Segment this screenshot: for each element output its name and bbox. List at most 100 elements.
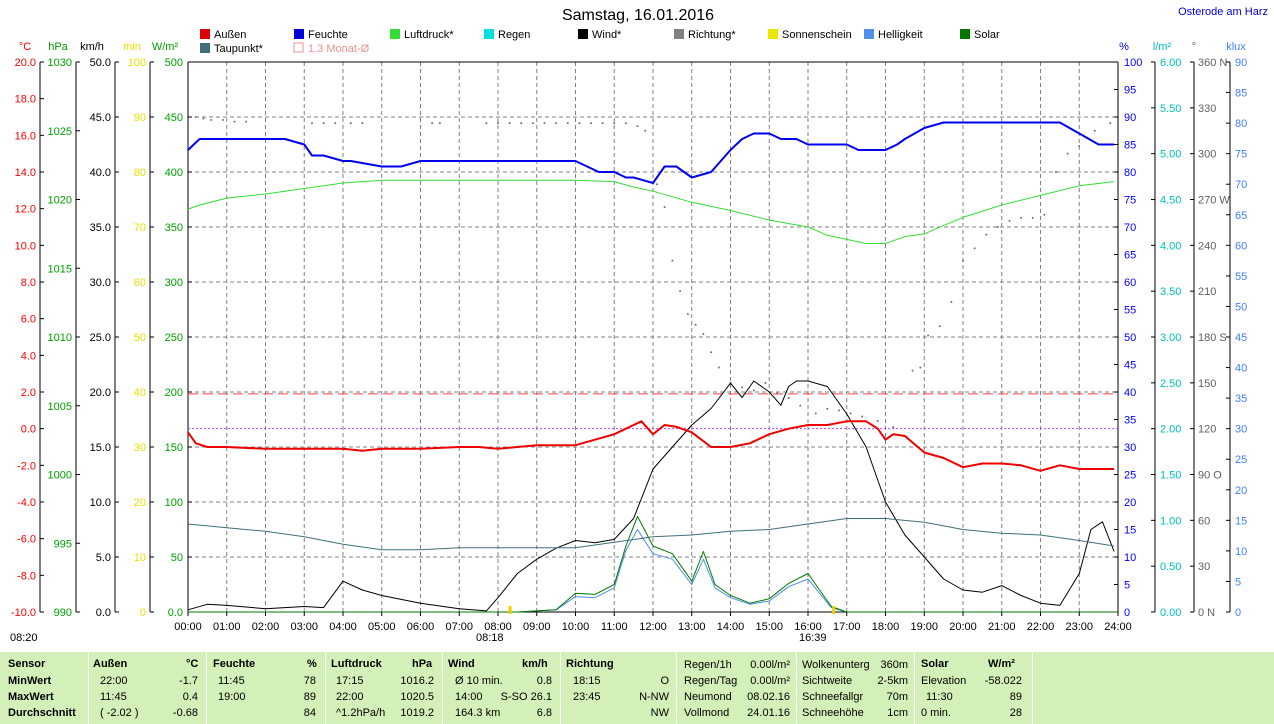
- legend-label: Wind*: [592, 29, 622, 41]
- x-axis-tick-label: 00:00: [174, 621, 202, 633]
- direction-point: [717, 366, 720, 369]
- stats-cell: 14:00: [455, 691, 483, 703]
- x-axis-tick-label: 02:00: [252, 621, 280, 633]
- x-axis-tick-label: 03:00: [290, 621, 318, 633]
- axis-unit-temp: °C: [19, 41, 31, 53]
- x-axis-tick-label: 17:00: [833, 621, 861, 633]
- axis-tick-label-rain: 6.00: [1160, 57, 1181, 69]
- direction-point: [361, 122, 364, 125]
- stats-misc2-label: Schneefallgr: [802, 691, 864, 703]
- stats-cell: 78: [303, 675, 316, 687]
- axis-tick-label-rain: 0.00: [1160, 607, 1181, 619]
- axis-tick-label-temp: -4.0: [17, 497, 36, 509]
- direction-point: [826, 407, 829, 410]
- x-axis-tick-label: 04:00: [329, 621, 357, 633]
- stats-misc-value: 0.00l/m²: [750, 675, 790, 687]
- legend-label: Feuchte: [308, 29, 348, 41]
- stats-header-sensor: Sensor: [8, 658, 46, 670]
- stats-misc-label: Regen/Tag: [684, 675, 738, 687]
- legend-label: Regen: [498, 29, 530, 41]
- statistics-panel: Sensor Außen °C Feuchte % Luftdruck hPa …: [0, 652, 1274, 724]
- axis-tick-label-solar: 500: [165, 57, 183, 69]
- axis-tick-label-press: 1020: [48, 195, 72, 207]
- direction-point: [202, 117, 205, 120]
- weather-chart: Samstag, 16.01.2016 Osterode am Harz Auß…: [10, 6, 1268, 644]
- axis-tick-label-min: 40: [134, 387, 146, 399]
- direction-point: [322, 122, 325, 125]
- stats-divider: [442, 652, 443, 724]
- axis-unit-lux: klux: [1226, 41, 1246, 53]
- stats-header-feuchte-unit: %: [307, 658, 317, 670]
- axis-tick-label-temp: 12.0: [15, 204, 36, 216]
- direction-point: [1020, 216, 1023, 219]
- axis-tick-label-dir: 300: [1198, 149, 1216, 161]
- direction-point: [861, 415, 864, 418]
- axis-tick-label-dir: 240: [1198, 240, 1216, 252]
- direction-point: [438, 122, 441, 125]
- stats-header-feuchte: Feuchte: [213, 658, 256, 670]
- axis-tick-label-lux: 0: [1235, 607, 1241, 619]
- series: [187, 116, 1118, 613]
- axis-tick-label-wind: 20.0: [90, 387, 111, 399]
- axis-tick-label-temp: 14.0: [15, 167, 36, 179]
- direction-point: [1008, 219, 1011, 222]
- stats-cell: 11:45: [218, 675, 245, 687]
- axis-tick-label-rain: 1.50: [1160, 470, 1181, 482]
- axis-tick-label-temp: -6.0: [17, 534, 36, 546]
- axis-tick-label-rain: 1.00: [1160, 515, 1181, 527]
- direction-point: [927, 334, 930, 337]
- axis-tick-label-lux: 55: [1235, 271, 1247, 283]
- stats-divider: [1032, 652, 1033, 724]
- axis-tick-label-dir: 120: [1198, 424, 1216, 436]
- stats-divider: [914, 652, 915, 724]
- stats-divider: [206, 652, 207, 724]
- direction-point: [1043, 213, 1046, 216]
- axis-tick-label-lux: 85: [1235, 88, 1247, 100]
- axis-tick-label-hum: 75: [1124, 195, 1136, 207]
- stats-misc-label: Regen/1h: [684, 659, 732, 671]
- stats-misc2-label: Sichtweite: [802, 675, 853, 687]
- stats-cell: 0.8: [536, 675, 552, 687]
- legend-label: Helligkeit: [878, 29, 923, 41]
- axis-tick-label-lux: 20: [1235, 485, 1247, 497]
- axis-tick-label-press: 995: [54, 538, 72, 550]
- direction-point: [996, 226, 999, 228]
- direction-point: [741, 386, 744, 389]
- legend-swatch: [200, 29, 210, 39]
- axis-tick-label-solar: 0.0: [168, 607, 183, 619]
- legend-swatch: [200, 43, 210, 53]
- direction-point: [1078, 145, 1081, 148]
- direction-point: [210, 119, 213, 122]
- legend-swatch: [768, 29, 778, 39]
- direction-point: [613, 122, 616, 125]
- legend: Außen Feuchte Luftdruck* Regen Wind* Richtung…: [200, 29, 1000, 55]
- x-axis-tick-label: 10:00: [562, 621, 590, 633]
- sun-markers: 08:20 08:18 16:39: [10, 606, 836, 644]
- axis-tick-label-dir: 180 S: [1198, 332, 1227, 344]
- axis-tick-label-temp: 10.0: [15, 240, 36, 252]
- axis-unit-rain: l/m²: [1153, 41, 1172, 53]
- stats-row-label: MaxWert: [8, 691, 54, 703]
- axis-tick-label-lux: 80: [1235, 118, 1247, 130]
- axis-unit-hum: %: [1119, 41, 1129, 53]
- x-axis-tick-label: 22:00: [1027, 621, 1055, 633]
- legend-swatch: [864, 29, 874, 39]
- axis-tick-label-solar: 200: [165, 387, 183, 399]
- axis-tick-label-wind: 35.0: [90, 222, 111, 234]
- axis-tick-label-hum: 30: [1124, 442, 1136, 454]
- chart-title: Samstag, 16.01.2016: [562, 7, 714, 24]
- stats-cell: 84: [303, 707, 316, 719]
- stats-cell: ^1.2hPa/h: [336, 707, 386, 719]
- axis-tick-label-temp: 20.0: [15, 57, 36, 69]
- axis-units: °C hPa km/h min W/m²% l/m² ° klux: [19, 41, 1246, 53]
- sunset-label: 16:39: [799, 632, 827, 644]
- direction-point: [876, 420, 879, 423]
- direction-point: [671, 259, 674, 262]
- stats-solar-label: 0 min.: [921, 707, 951, 719]
- axis-tick-label-dir: 60: [1198, 515, 1210, 527]
- direction-point: [892, 426, 895, 429]
- series-line-wind: [187, 380, 1115, 612]
- axis-tick-label-min: 50: [134, 332, 146, 344]
- stats-cell: 89: [303, 691, 316, 703]
- axis-tick-label-hum: 10: [1124, 552, 1136, 564]
